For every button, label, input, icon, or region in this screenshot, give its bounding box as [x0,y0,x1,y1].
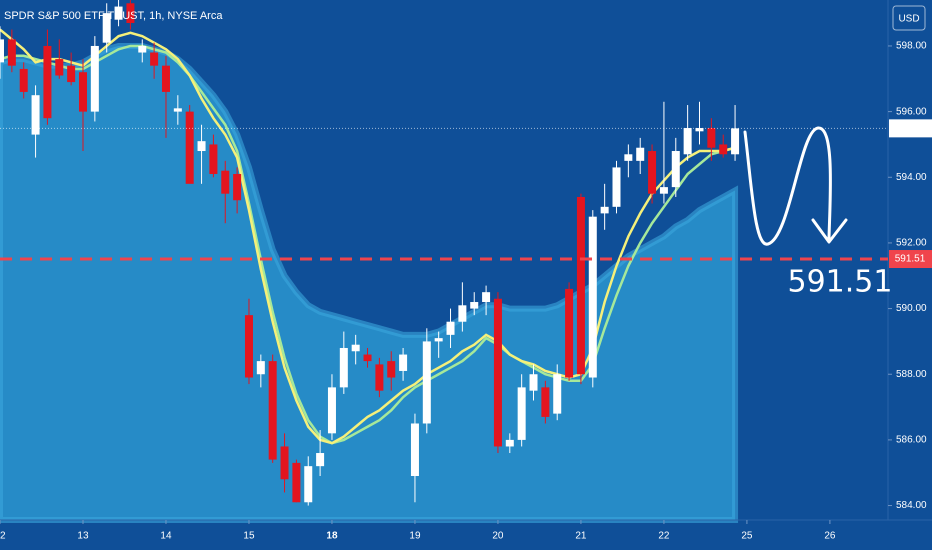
y-tick-label: 596.00 [896,106,927,117]
candle-body [185,111,194,184]
candle-body [19,68,28,92]
candle-body [102,13,111,43]
candle-body [244,315,253,378]
candle-body [659,187,668,194]
x-tick-label: 26 [824,531,836,542]
candle-body [719,144,728,155]
candle-body [588,216,597,378]
candle-body [422,341,431,424]
candle-body [565,288,574,378]
x-tick-label: 14 [160,531,172,542]
area [0,42,739,523]
candle-body [482,292,491,303]
candle-body [410,423,419,477]
y-tick-label: 590.00 [896,303,927,314]
ma-line [0,44,736,445]
x-tick-label: 19 [409,531,421,542]
candle-body [221,170,230,194]
candle-body [268,361,277,460]
candle-body [387,361,396,378]
y-tick-label: 594.00 [896,172,927,183]
candle-body [126,3,135,23]
currency-box[interactable] [892,5,926,31]
candle-body [0,39,4,63]
candle-body [553,374,562,414]
candle-body [375,364,384,391]
level-label: 591.51 [895,254,926,265]
candle-body [434,338,443,342]
candle-body [458,305,467,322]
candle-body [648,151,657,194]
y-tick-label: 598.00 [896,41,927,52]
candle-body [493,298,502,447]
x-tick-label: 20 [492,531,504,542]
candle-body [363,354,372,362]
currency: USD [898,14,919,25]
candle-body [339,347,348,388]
candle-body [43,45,52,119]
candle-body [256,361,265,375]
candle-body [173,108,182,112]
arrow-head [811,218,848,244]
candle-body [327,387,336,434]
candle-body [731,128,740,155]
candle-body [150,52,159,66]
x-tick-label: 21 [575,531,587,542]
candle-body [529,374,538,391]
candle-body [31,95,40,135]
candle-body [446,321,455,335]
candle-body [683,128,692,155]
candle-body [114,6,123,20]
x-tick-label: 18 [326,531,338,542]
candle-body [233,173,242,201]
candle-body [67,65,76,83]
candle-body [55,59,64,76]
candle-body [671,151,680,188]
level-box [889,250,932,269]
y-tick-label: 592.00 [896,238,927,249]
candle-body [78,72,87,112]
candle-body [624,154,633,161]
x-tick-label: 12 [0,531,6,542]
candle-body [576,196,585,375]
candle-body [197,141,206,152]
candle-body [517,387,526,440]
x-tick-label: 25 [741,531,753,542]
candle-body [138,45,147,53]
ma-line [0,28,736,445]
candle-body [541,387,550,417]
candle-body [292,462,301,503]
y-tick-label: 586.00 [896,435,927,446]
candle-body [505,439,514,447]
candle-body [304,466,313,503]
candle-body [90,45,99,112]
x-tick-label: 22 [658,531,670,542]
candle-body [470,302,479,309]
candle-body [280,446,289,480]
candle-body [161,65,170,92]
y-tick-label: 584.00 [896,500,927,511]
plot-area [0,0,740,523]
candle-body [7,39,16,66]
candle-body [351,344,360,352]
level-annotation: 591.51 [788,265,893,300]
chart-title: SPDR S&P 500 ETF TRUST, 1h, NYSE Arca [4,10,223,22]
candle-body [600,206,609,214]
candle-body [399,354,408,371]
candle-body [316,453,325,467]
candle-body [612,167,621,207]
x-tick-label: 15 [243,531,255,542]
candle-body [695,128,704,132]
arrow [743,126,832,246]
last-price-label: 595.49 [895,123,926,134]
candle-body [636,147,645,161]
x-tick-label: 13 [77,531,89,542]
candle-body [209,144,218,174]
last-price-box [889,119,932,138]
y-tick-label: 588.00 [896,369,927,380]
candle-body [707,128,716,148]
